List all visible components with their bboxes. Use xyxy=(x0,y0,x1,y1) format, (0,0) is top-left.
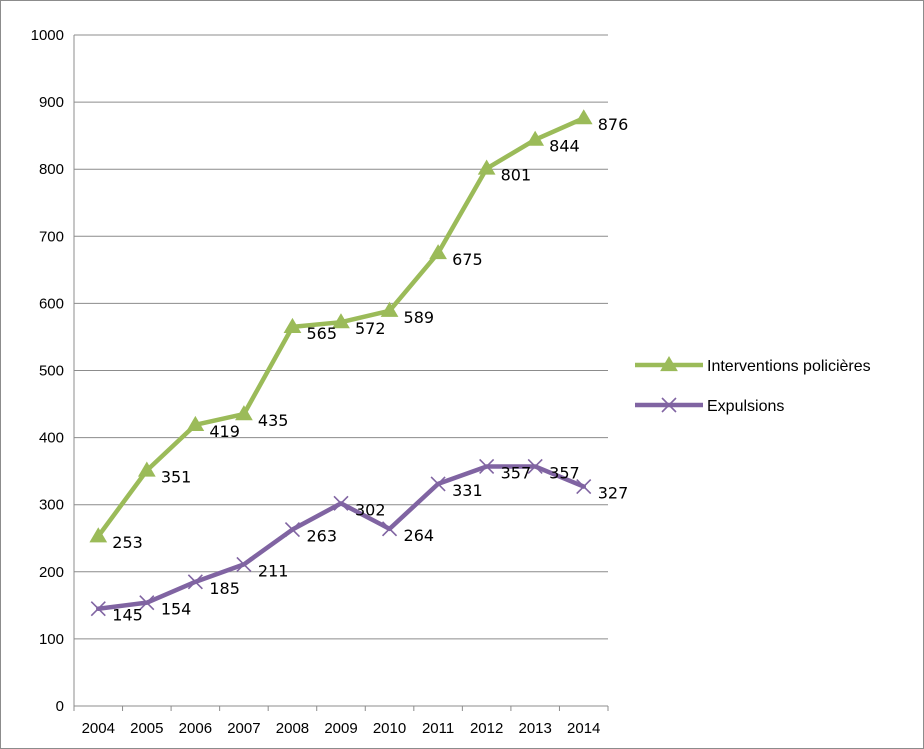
legend-item-1: Expulsions xyxy=(635,397,784,415)
x-tick-label: 2005 xyxy=(130,720,163,737)
data-label: 327 xyxy=(598,484,629,503)
data-point xyxy=(430,476,446,492)
data-label: 211 xyxy=(258,561,289,580)
x-tick-label: 2009 xyxy=(324,720,357,737)
data-point xyxy=(574,109,593,125)
marker-stroke xyxy=(236,556,252,572)
data-point xyxy=(381,521,398,537)
data-point xyxy=(137,461,156,477)
x-tick-label: 2012 xyxy=(470,720,503,737)
data-label: 844 xyxy=(549,137,580,156)
marker-stroke xyxy=(661,397,677,413)
data-label: 145 xyxy=(112,606,143,625)
data-label: 154 xyxy=(161,600,192,619)
data-label: 185 xyxy=(209,579,240,598)
y-tick-label: 600 xyxy=(39,295,64,312)
x-tick-label: 2004 xyxy=(82,720,115,737)
y-tick-label: 700 xyxy=(39,228,64,245)
legend-label: Expulsions xyxy=(707,398,784,415)
data-label: 357 xyxy=(501,463,532,482)
data-point xyxy=(283,317,302,333)
data-point xyxy=(333,495,349,511)
x-tick-label: 2010 xyxy=(373,720,406,737)
marker-stroke xyxy=(430,476,446,492)
data-point xyxy=(186,415,205,431)
marker-stroke xyxy=(333,495,349,511)
data-label: 419 xyxy=(209,422,240,441)
data-label: 675 xyxy=(452,250,483,269)
y-tick-label: 900 xyxy=(39,94,64,111)
legend-item-0: Interventions policières xyxy=(635,356,871,375)
x-tick-label: 2007 xyxy=(227,720,260,737)
y-tick-label: 0 xyxy=(56,698,64,715)
x-tick-label: 2006 xyxy=(179,720,212,737)
data-label: 351 xyxy=(161,467,192,486)
legend: Interventions policières Expulsions xyxy=(635,356,871,415)
series-line-1 xyxy=(96,464,586,611)
data-point xyxy=(526,130,545,146)
y-tick-label: 300 xyxy=(39,497,64,514)
data-label: 302 xyxy=(355,500,386,519)
marker-stroke xyxy=(139,595,155,611)
data-point xyxy=(236,556,252,572)
data-point xyxy=(332,313,350,329)
marker-stroke xyxy=(576,479,592,495)
data-point xyxy=(380,301,399,317)
data-point xyxy=(576,479,592,495)
data-label: 264 xyxy=(404,526,435,545)
x-tick-label: 2008 xyxy=(276,720,309,737)
data-point xyxy=(89,527,108,543)
y-tick-label: 1000 xyxy=(31,27,64,44)
x-tick-label: 2014 xyxy=(567,720,600,737)
y-tick-label: 500 xyxy=(39,363,64,380)
data-label: 589 xyxy=(404,308,435,327)
data-point xyxy=(479,458,495,475)
marker-stroke xyxy=(90,601,106,617)
data-point xyxy=(284,521,301,538)
marker-stroke xyxy=(284,521,301,538)
series-lines xyxy=(89,109,593,617)
data-label: 253 xyxy=(112,533,143,552)
gridlines xyxy=(74,34,608,640)
data-point xyxy=(235,405,253,421)
data-label: 572 xyxy=(355,319,386,338)
data-labels: 253 351 419 435 565 572 589 675 801 844 876 145 154 1… xyxy=(112,115,628,625)
y-tick-label: 100 xyxy=(39,631,64,648)
data-point xyxy=(477,159,496,175)
data-point xyxy=(139,595,155,611)
data-label: 876 xyxy=(598,115,629,134)
marker-stroke xyxy=(187,574,203,590)
data-label: 801 xyxy=(501,166,532,185)
data-label: 435 xyxy=(258,411,289,430)
axes: 0 100 200 300 400 500 600 700 800 900 1000 2004 2005… xyxy=(31,27,609,737)
x-tick-label: 2011 xyxy=(422,720,454,737)
data-point xyxy=(187,574,203,590)
y-tick-label: 200 xyxy=(39,564,64,581)
marker-stroke xyxy=(381,521,398,537)
marker-stroke xyxy=(479,458,495,475)
data-point xyxy=(429,244,447,260)
data-label: 331 xyxy=(452,481,483,500)
legend-label: Interventions policières xyxy=(707,358,871,375)
legend-marker xyxy=(660,356,678,372)
x-tick-label: 2013 xyxy=(518,720,551,737)
data-point xyxy=(527,458,543,475)
data-label: 263 xyxy=(306,527,337,546)
y-tick-label: 400 xyxy=(39,430,64,447)
legend-marker xyxy=(661,397,677,413)
data-point xyxy=(90,601,106,617)
y-tick-label: 800 xyxy=(39,161,64,178)
data-label: 565 xyxy=(306,324,337,343)
marker-stroke xyxy=(527,458,543,475)
data-label: 357 xyxy=(549,463,580,482)
